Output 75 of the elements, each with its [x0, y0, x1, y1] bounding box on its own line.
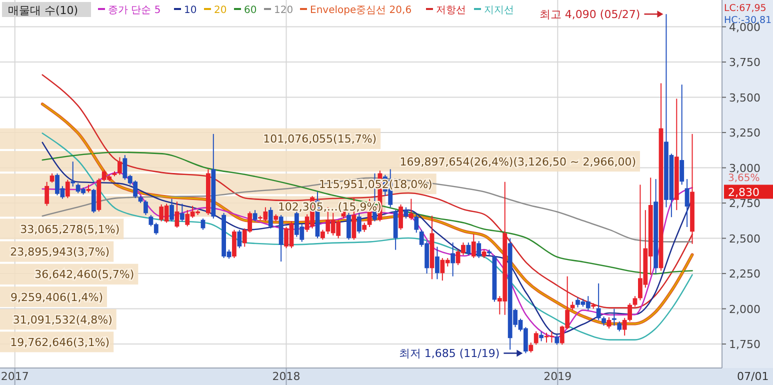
candlestick [680, 84, 684, 186]
text: 2,830 [728, 186, 760, 199]
text: LC:67,95 [724, 3, 766, 14]
candlestick [450, 242, 456, 277]
band-label: 36,642,460(5,7%) [34, 268, 134, 282]
candlestick [180, 203, 184, 222]
legend-label: 60 [244, 5, 257, 16]
band-label: 169,897,654(26,4%)(3,126,50 ~ 2,966,00) [400, 155, 636, 168]
candlestick [612, 308, 616, 326]
y-tick-label: 3,750 [729, 56, 760, 70]
legend-label: 종가 단순 5 [108, 5, 161, 16]
candlestick [268, 206, 273, 229]
candlestick [362, 222, 367, 232]
candlestick [528, 342, 534, 353]
y-tick-label: 3,250 [729, 126, 760, 140]
y-tick-label: 1,750 [729, 338, 760, 352]
candlestick [466, 242, 471, 256]
legend-label: 10 [184, 5, 197, 16]
candlestick [356, 212, 362, 234]
candlestick [684, 178, 690, 228]
text: 3,65% [728, 172, 760, 184]
legend-label: 20 [214, 5, 227, 16]
candlestick [70, 161, 76, 188]
legend-label: 120 [274, 5, 294, 16]
candlestick [170, 198, 174, 222]
text: 07/01 [737, 370, 769, 383]
candlestick [408, 198, 414, 220]
candlestick [50, 172, 54, 184]
candlestick [320, 229, 325, 240]
candlestick [414, 214, 419, 234]
y-tick-label: 2,750 [729, 197, 760, 210]
annotation: 최저 1,685 (11/19) [398, 347, 500, 360]
x-tick-label: 2017 [0, 370, 29, 383]
x-tick-label: 2018 [272, 370, 300, 383]
band-label: 33,065,278(5,1%) [20, 222, 120, 236]
candlestick [65, 179, 70, 199]
annotation: 매물대 수(10) [8, 4, 78, 17]
annotation: 최고 4,090 (05/27) [539, 8, 640, 22]
candlestick [237, 229, 242, 249]
candlestick [554, 334, 560, 346]
candlestick [539, 330, 544, 342]
text: HC:-30,81 [724, 15, 772, 26]
band-label: 9,259,406(1,4%) [10, 290, 103, 304]
band-label: 31,091,532(4,8%) [12, 313, 112, 326]
candlestick [174, 201, 180, 228]
y-tick-label: 2,250 [729, 268, 760, 281]
candlestick [91, 188, 96, 214]
candlestick [118, 156, 122, 176]
y-tick-label: 2,000 [729, 302, 760, 316]
y-tick-label: 3,500 [729, 91, 760, 104]
candlestick [632, 296, 638, 308]
candlestick [476, 240, 482, 259]
candlestick [252, 210, 258, 222]
y-tick-label: 3,000 [729, 162, 760, 175]
x-tick-label: 2019 [544, 370, 572, 383]
candlestick [144, 200, 148, 216]
band-label: 23,895,943(3,7%) [10, 246, 110, 259]
candlestick [398, 204, 403, 230]
legend-label: 저항선 [436, 5, 466, 16]
candlestick [596, 282, 601, 321]
band-label: 101,076,055(15,7%) [263, 132, 377, 146]
candlestick [534, 330, 538, 346]
candlestick [200, 218, 206, 230]
candlestick [44, 181, 50, 206]
candlestick [628, 302, 632, 322]
candlestick [346, 212, 351, 240]
candlestick [435, 246, 440, 280]
legend-label: 지지선 [484, 5, 514, 16]
y-tick-label: 2,500 [729, 232, 760, 246]
candlestick [602, 316, 606, 326]
candlestick [617, 320, 622, 332]
legend-label: Envelope중심선 20,6 [310, 5, 412, 16]
band-label: 19,762,646(3,1%) [10, 336, 110, 349]
candlestick [622, 317, 627, 336]
candlestick [471, 234, 476, 259]
